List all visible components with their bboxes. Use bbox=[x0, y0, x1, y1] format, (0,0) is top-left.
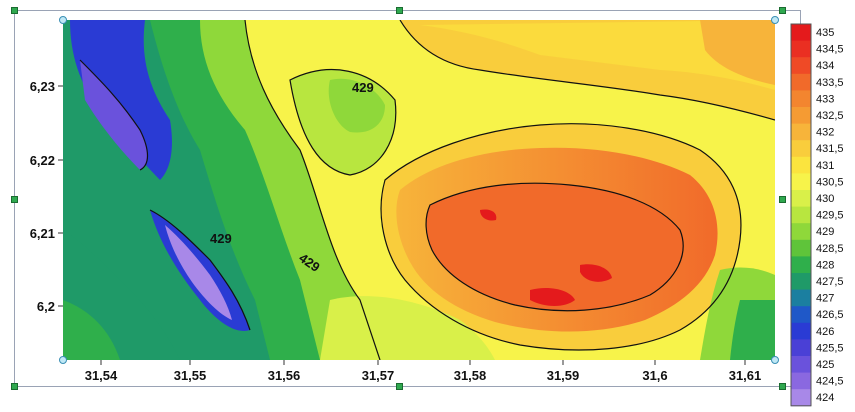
legend-swatch bbox=[791, 356, 811, 374]
x-tick-label: 31,56 bbox=[268, 368, 301, 383]
legend-label: 426,5 bbox=[816, 309, 844, 321]
legend-swatch bbox=[791, 57, 811, 75]
legend-swatch bbox=[791, 372, 811, 390]
legend-label: 433,5 bbox=[816, 77, 844, 89]
legend-label: 434,5 bbox=[816, 44, 844, 56]
resize-handle-bottom-right[interactable] bbox=[779, 383, 786, 390]
legend-label: 430 bbox=[816, 193, 834, 205]
resize-handle-top-left[interactable] bbox=[11, 7, 18, 14]
legend-swatch bbox=[791, 190, 811, 208]
legend-swatch bbox=[791, 239, 811, 257]
legend-label: 430,5 bbox=[816, 176, 844, 188]
legend-swatch bbox=[791, 140, 811, 158]
resize-handle-bottom[interactable] bbox=[396, 383, 403, 390]
legend-label: 425 bbox=[816, 359, 834, 371]
legend-swatch bbox=[791, 206, 811, 224]
legend-label: 431,5 bbox=[816, 143, 844, 155]
legend-swatch bbox=[791, 73, 811, 91]
legend-swatch bbox=[791, 40, 811, 58]
resize-handle-right[interactable] bbox=[779, 196, 786, 203]
resize-handle-left[interactable] bbox=[11, 196, 18, 203]
legend-label: 427,5 bbox=[816, 276, 844, 288]
legend-label: 424,5 bbox=[816, 376, 844, 388]
legend-swatch bbox=[791, 123, 811, 141]
y-tick-labels: 6,23 6,22 6,21 6,2 bbox=[30, 79, 63, 314]
legend-label: 429 bbox=[816, 226, 834, 238]
y-tick-label: 6,22 bbox=[30, 153, 55, 168]
y-tick-label: 6,2 bbox=[37, 299, 55, 314]
x-tick-label: 31,58 bbox=[454, 368, 487, 383]
legend-swatch bbox=[791, 273, 811, 291]
legend-label: 425,5 bbox=[816, 342, 844, 354]
legend-label: 432,5 bbox=[816, 110, 844, 122]
legend-swatch bbox=[791, 389, 811, 407]
legend-swatch bbox=[791, 173, 811, 191]
x-tick-labels: 31,54 31,55 31,56 31,57 31,58 31,59 31,6 31,61 bbox=[85, 360, 762, 383]
x-tick-label: 31,55 bbox=[174, 368, 207, 383]
map-area bbox=[63, 20, 775, 360]
contour-label: 429 bbox=[352, 80, 374, 95]
legend-swatch bbox=[791, 339, 811, 357]
legend-label: 434 bbox=[816, 60, 834, 72]
legend-label: 426 bbox=[816, 326, 834, 338]
plot-corner-handle[interactable] bbox=[59, 16, 67, 24]
x-tick-label: 31,54 bbox=[85, 368, 118, 383]
x-tick-label: 31,6 bbox=[642, 368, 667, 383]
legend-swatch bbox=[791, 289, 811, 307]
legend-swatch bbox=[791, 90, 811, 108]
resize-handle-top[interactable] bbox=[396, 7, 403, 14]
legend-border bbox=[790, 23, 812, 407]
plot-corner-handle[interactable] bbox=[59, 356, 67, 364]
legend-swatch bbox=[791, 306, 811, 324]
legend-label: 431 bbox=[816, 160, 834, 172]
legend-label: 427 bbox=[816, 293, 834, 305]
legend-label: 432 bbox=[816, 127, 834, 139]
legend-label: 428 bbox=[816, 259, 834, 271]
resize-handle-top-right[interactable] bbox=[779, 7, 786, 14]
legend-swatch bbox=[791, 256, 811, 274]
contour-label: 429 bbox=[210, 231, 232, 246]
legend-swatch bbox=[791, 156, 811, 174]
legend-label: 433 bbox=[816, 93, 834, 105]
plot-corner-handle[interactable] bbox=[771, 356, 779, 364]
legend-label: 435 bbox=[816, 27, 834, 39]
contour-lines bbox=[79, 20, 775, 360]
x-tick-label: 31,59 bbox=[547, 368, 580, 383]
x-tick-label: 31,61 bbox=[729, 368, 762, 383]
legend-label: 424 bbox=[816, 392, 834, 404]
y-tick-label: 6,21 bbox=[30, 226, 55, 241]
plot-corner-handle[interactable] bbox=[771, 16, 779, 24]
legend-swatch bbox=[791, 322, 811, 340]
color-legend: 435 434,5 434 433,5 433 432,5 432 431,5 431 430,5… bbox=[790, 23, 844, 407]
legend-label: 429,5 bbox=[816, 210, 844, 222]
resize-handle-bottom-left[interactable] bbox=[11, 383, 18, 390]
legend-swatch bbox=[791, 24, 811, 42]
x-tick-label: 31,57 bbox=[362, 368, 395, 383]
legend-swatch bbox=[791, 107, 811, 125]
legend-label: 428,5 bbox=[816, 243, 844, 255]
legend-swatch bbox=[791, 223, 811, 241]
y-tick-label: 6,23 bbox=[30, 79, 55, 94]
